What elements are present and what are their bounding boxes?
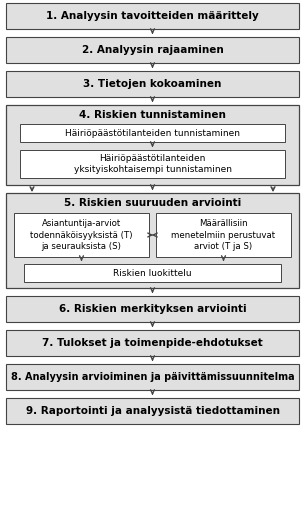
Bar xyxy=(20,124,285,142)
Text: Määrällisiin
menetelmiin perustuvat
arviot (T ja S): Määrällisiin menetelmiin perustuvat arvi… xyxy=(171,219,275,250)
Text: Riskien luokittelu: Riskien luokittelu xyxy=(113,268,192,278)
Text: 5. Riskien suuruuden arviointi: 5. Riskien suuruuden arviointi xyxy=(64,198,241,208)
Bar xyxy=(156,213,291,257)
Bar xyxy=(6,105,299,185)
Bar xyxy=(6,3,299,29)
Text: Häiriöpäästötilanteiden
yksityiskohtaisempi tunnistaminen: Häiriöpäästötilanteiden yksityiskohtaise… xyxy=(74,154,231,174)
Bar xyxy=(6,71,299,97)
Bar xyxy=(6,37,299,63)
Bar xyxy=(6,398,299,424)
Bar xyxy=(14,213,149,257)
Text: Häiriöpäästötilanteiden tunnistaminen: Häiriöpäästötilanteiden tunnistaminen xyxy=(65,128,240,137)
Bar xyxy=(6,296,299,322)
Text: 1. Analyysin tavoitteiden määrittely: 1. Analyysin tavoitteiden määrittely xyxy=(46,11,259,21)
Bar xyxy=(6,364,299,390)
Text: 6. Riskien merkityksen arviointi: 6. Riskien merkityksen arviointi xyxy=(59,304,246,314)
Text: 7. Tulokset ja toimenpide-ehdotukset: 7. Tulokset ja toimenpide-ehdotukset xyxy=(42,338,263,348)
Bar xyxy=(6,330,299,356)
Text: 9. Raportointi ja analyysistä tiedottaminen: 9. Raportointi ja analyysistä tiedottami… xyxy=(26,406,279,416)
Text: 8. Analyysin arvioiminen ja päivittämissuunnitelma: 8. Analyysin arvioiminen ja päivittämiss… xyxy=(11,372,294,382)
Text: Asiantuntija-arviot
todennäköisyyksistä (T)
ja seurauksista (S): Asiantuntija-arviot todennäköisyyksistä … xyxy=(30,219,133,250)
Text: 4. Riskien tunnistaminen: 4. Riskien tunnistaminen xyxy=(79,109,226,119)
Bar xyxy=(20,150,285,178)
Bar xyxy=(6,193,299,288)
Text: 2. Analyysin rajaaminen: 2. Analyysin rajaaminen xyxy=(82,45,223,55)
Bar xyxy=(24,264,281,282)
Text: 3. Tietojen kokoaminen: 3. Tietojen kokoaminen xyxy=(83,79,222,89)
